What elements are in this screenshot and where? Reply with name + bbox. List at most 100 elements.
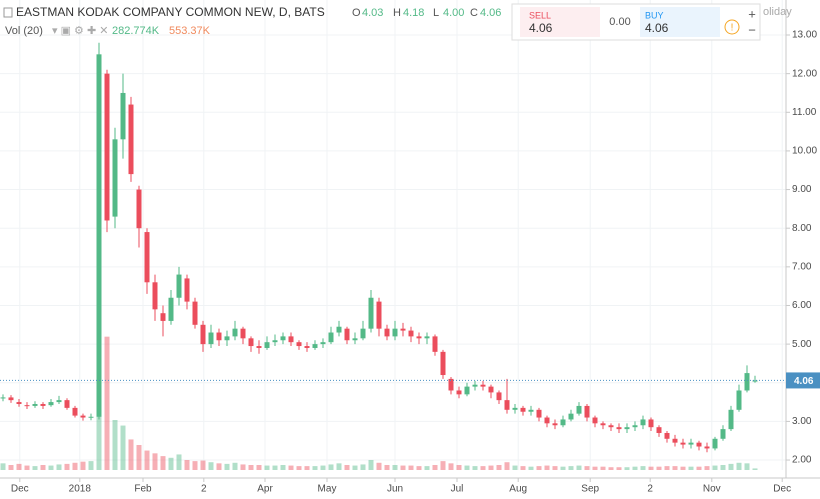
volume-bar [208,462,214,470]
volume-bar [568,466,574,470]
volume-bar [640,466,646,470]
ohlc-letter: C [470,7,478,19]
sell-button[interactable] [520,7,600,37]
y-tick-label: 13.00 [792,30,817,41]
volume-bar [312,466,318,470]
volume-icons[interactable]: ▾ ▣ ⚙ ✚ ✕ [52,25,108,37]
x-tick-label: Nov [703,484,721,495]
volume-bar [368,460,374,470]
volume-bar [648,466,654,470]
volume-bar [632,466,638,470]
volume-bar [464,465,470,470]
volume-bar [64,463,70,470]
volume-value: 282.774K [112,25,160,37]
candle-body [504,400,510,410]
buy-button[interactable] [640,7,720,37]
volume-bar [552,466,558,470]
candle-body [488,386,494,393]
volume-bar [264,465,270,470]
y-tick-label: 2.00 [792,455,812,466]
x-tick-label: May [318,484,337,495]
y-tick-label: 5.00 [792,339,812,350]
volume-bar [352,465,358,470]
volume-bar [48,465,54,470]
chart-title: EASTMAN KODAK COMPANY COMMON NEW, D, BAT… [16,5,325,19]
candle-body [72,407,78,416]
volume-bar [592,466,598,470]
volume-bar [720,465,726,470]
trade-widget: SELL 4.06 0.00 BUY 4.06 ! + − [511,3,761,41]
buy-price: 4.06 [645,21,669,35]
volume-bar [408,465,414,470]
candle-body [632,425,638,428]
holiday-note: oliday [763,6,792,18]
candle-body [32,404,38,406]
volume-bar [384,465,390,470]
candle-body [160,313,166,321]
grid [0,0,786,470]
volume-bar [576,465,582,470]
collapse-icon[interactable] [3,7,13,18]
volume-bar [80,461,86,470]
candle-body [664,432,670,439]
y-tick-label: 6.00 [792,300,812,311]
plus-button[interactable]: + [748,6,756,21]
candle-body [328,332,334,343]
volume-bar [128,439,134,470]
candle-body [320,342,326,345]
info-icon[interactable] [724,19,740,35]
volume-bar [712,465,718,470]
volume-bar [752,468,758,470]
candle-body [184,278,190,302]
ohlc-legend: O 4.03 H 4.18 L 4.00 C 4.06 [352,7,501,19]
volume-bar [24,465,30,470]
volume-bar [0,463,6,470]
volume-bar [616,467,622,470]
volume-bar [536,466,542,470]
y-tick-label: 3.00 [792,416,812,427]
candle-body [624,427,630,430]
last-price-label: 4.06 [794,376,814,387]
candle-body [712,438,718,449]
candle-body [112,139,118,217]
volume-bar [168,457,174,470]
volume-bar [32,466,38,470]
volume-bar [680,466,686,470]
volume-bar [560,466,566,470]
volume-bar [744,463,750,470]
candle-body [120,92,126,140]
candle-body [232,328,238,337]
candle-body [280,336,286,341]
candle-body [96,54,102,417]
volume-bar [600,466,606,470]
volume-bar [240,464,246,470]
volume-bar [528,466,534,470]
volume-bar [16,463,22,470]
volume-bar [472,466,478,470]
y-tick-label: 12.00 [792,68,817,79]
volume-bar [288,465,294,470]
candle-body [152,282,158,310]
volume-bar [392,465,398,470]
candle-body [728,409,734,430]
candle-body [136,189,142,229]
volume-bar [200,460,206,470]
volume-bar [688,466,694,470]
candle-body [592,417,598,424]
x-tick-label: Jun [387,484,403,495]
volume-bar [656,466,662,470]
axes: 2.003.004.005.006.007.008.009.0010.0011.… [11,30,820,495]
candle-body [344,328,350,341]
candle-body [752,380,758,382]
x-tick-label: Apr [257,484,273,495]
volume-bar [112,420,118,470]
minus-button[interactable]: − [748,22,756,37]
volume-bar [456,465,462,470]
volume-bar [184,460,190,470]
candle-body [168,297,174,321]
ohlc-value: 4.18 [403,7,424,19]
candle-body [368,297,374,329]
volume-bar [272,465,278,470]
candle-body [472,384,478,387]
candle-body [144,232,150,283]
